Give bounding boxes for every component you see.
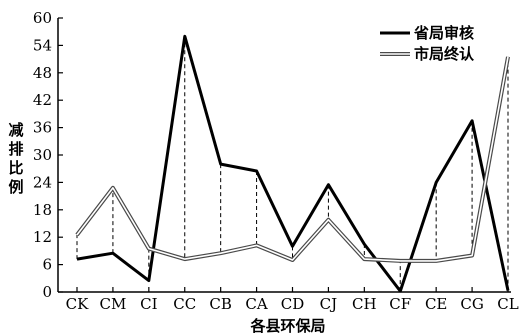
series-1 bbox=[76, 34, 510, 293]
x-tick-label: CF bbox=[389, 295, 411, 313]
y-axis-title-char: 例 bbox=[8, 178, 23, 196]
legend-label: 省局审核 bbox=[413, 24, 474, 42]
x-tick-label: CL bbox=[497, 295, 518, 313]
y-tick-label: 36 bbox=[33, 119, 52, 137]
x-tick-label: CA bbox=[245, 295, 267, 313]
y-tick-label: 6 bbox=[42, 256, 52, 274]
y-tick-label: 54 bbox=[33, 36, 52, 54]
x-tick-label: CC bbox=[173, 295, 196, 313]
y-axis-title-char: 排 bbox=[8, 140, 23, 158]
x-tick-label: CH bbox=[352, 295, 377, 313]
y-tick-label: 0 bbox=[42, 283, 52, 301]
y-tick-label: 30 bbox=[33, 146, 52, 164]
y-tick-label: 48 bbox=[33, 64, 52, 82]
y-tick-label: 24 bbox=[33, 173, 52, 191]
series-line-inner bbox=[76, 56, 509, 262]
x-tick-label: CD bbox=[281, 295, 305, 313]
y-axis-title-char: 比 bbox=[8, 159, 23, 177]
x-axis-title: 各县环保局 bbox=[249, 317, 325, 335]
series-2 bbox=[75, 56, 510, 263]
drop-lines-group bbox=[76, 36, 509, 292]
x-tick-label: CI bbox=[140, 295, 157, 313]
x-tick-label: CG bbox=[460, 295, 483, 313]
x-tick-label: CE bbox=[425, 295, 447, 313]
series-line-outer bbox=[75, 56, 510, 263]
y-tick-label: 42 bbox=[33, 91, 52, 109]
y-tick-label: 60 bbox=[33, 9, 52, 27]
y-tick-label: 18 bbox=[33, 201, 52, 219]
axes-layer: 0 6 12 18 24 30 36 42 48 54 60 CK CM CI CC CB CA CD CJ CH CF… bbox=[33, 9, 519, 313]
y-tick-label: 12 bbox=[33, 228, 52, 246]
x-tick-label: CM bbox=[99, 295, 126, 313]
series-layer bbox=[75, 34, 510, 293]
series-line bbox=[76, 34, 510, 293]
legend-label: 市局终认 bbox=[414, 45, 475, 63]
y-axis-title-char: 减 bbox=[8, 121, 23, 139]
x-tick-label: CK bbox=[66, 295, 89, 313]
x-tick-label: CB bbox=[209, 295, 232, 313]
x-tick-label: CJ bbox=[320, 295, 338, 313]
